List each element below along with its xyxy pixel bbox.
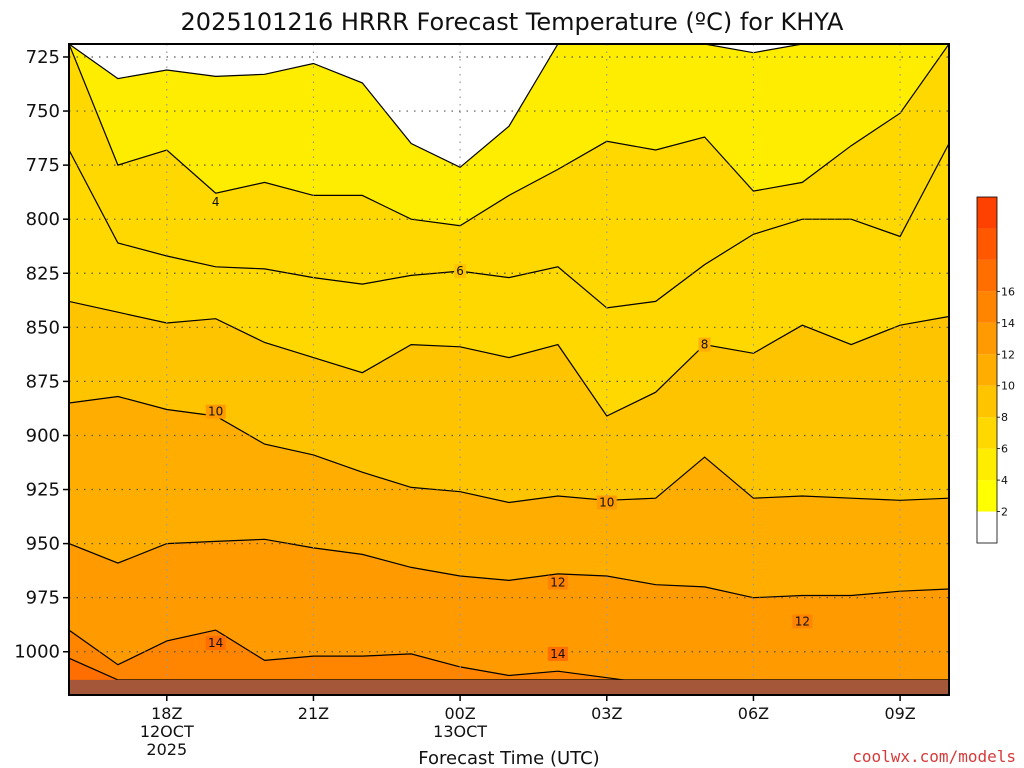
x-tick-label: 09Z (884, 704, 915, 723)
contour-label-bg (792, 614, 813, 629)
pressure-axis: 725 750 775 800 825 850 875 900 925 950 975 1000 (14, 47, 69, 663)
colorbar-label: 8 (1001, 411, 1008, 424)
temperature-fill-layer (69, 44, 949, 695)
y-tick-label: 1000 (14, 642, 60, 663)
contour-label-14: 14 (205, 636, 226, 651)
colorbar-label: 2 (1001, 506, 1008, 519)
colorbar-label: 10 (1001, 380, 1015, 393)
contour-label-text: 4 (212, 195, 220, 209)
chart-title: 2025101216 HRRR Forecast Temperature (ºC… (181, 8, 845, 36)
colorbar-legend: 2 4 6 8 10 12 14 16 (976, 196, 1015, 544)
contour-label-10: 10 (596, 495, 617, 510)
contour-label-text: 14 (208, 636, 223, 650)
colorbar-swatch (977, 480, 997, 512)
y-tick-label: 850 (26, 317, 60, 338)
colorbar-swatch (977, 417, 997, 449)
y-tick-label: 875 (26, 371, 60, 392)
band-above-10c (69, 539, 949, 695)
contour-label-text: 8 (701, 338, 709, 352)
contour-label-text: 10 (599, 496, 614, 510)
x-tick-label: 06Z (738, 704, 769, 723)
contour-label-10: 10 (205, 404, 226, 419)
x-tick-label: 00Z (444, 704, 475, 723)
contour-label-text: 14 (550, 647, 565, 661)
contour-label-text: 12 (550, 576, 565, 590)
x-tick-label: 18Z (151, 704, 182, 723)
x-tick-label: 12OCT (140, 722, 194, 741)
x-tick-label: 2025 (146, 740, 187, 759)
contour-label-bg (547, 575, 568, 590)
colorbar-swatch (977, 354, 997, 386)
contour-label-12: 12 (547, 575, 568, 590)
y-tick-label: 900 (26, 425, 60, 446)
x-tick-label: 13OCT (433, 722, 487, 741)
watermark: coolwx.com/models (852, 747, 1016, 766)
colorbar-label: 4 (1001, 474, 1008, 487)
isotherm-5c (69, 143, 949, 309)
y-tick-label: 825 (26, 263, 60, 284)
plot-frame (68, 43, 950, 696)
x-tick-label: 21Z (298, 704, 329, 723)
colorbar-swatch (977, 228, 997, 260)
contour-label-bg (547, 646, 568, 661)
y-tick-label: 725 (26, 47, 60, 68)
colorbar-swatch (977, 385, 997, 418)
y-tick-label: 750 (26, 101, 60, 122)
y-tick-label: 800 (26, 209, 60, 230)
colorbar-label: 6 (1001, 443, 1008, 456)
contour-label-text: 10 (208, 405, 223, 419)
surface-ground-bar (69, 679, 949, 695)
colorbar-swatch (977, 322, 997, 355)
contour-label-text: 12 (795, 614, 810, 628)
isotherm-3c (69, 44, 949, 169)
contour-label-14: 14 (547, 646, 568, 661)
contour-label-bg (454, 264, 467, 279)
isotherm-4c (69, 44, 949, 227)
x-axis-title: Forecast Time (UTC) (418, 748, 599, 768)
colorbar-swatch (977, 448, 997, 481)
colorbar-swatch (977, 291, 997, 323)
contour-label-12: 12 (792, 614, 813, 629)
contour-label-bg (205, 636, 226, 651)
contour-label-bg (698, 337, 711, 352)
contour-label-bg (209, 194, 222, 209)
colorbar-label: 12 (1001, 348, 1015, 361)
colorbar-label: 14 (1001, 317, 1015, 330)
contour-labels: 4 6 8 10 10 12 12 14 14 (205, 194, 813, 661)
colorbar-swatch (977, 259, 997, 292)
colorbar-swatch (977, 511, 997, 543)
contour-label-text: 6 (456, 264, 464, 278)
band-above-12c (69, 630, 949, 695)
contour-label-bg (596, 495, 617, 510)
y-tick-label: 975 (26, 588, 60, 609)
y-tick-label: 950 (26, 534, 60, 555)
y-tick-label: 775 (26, 155, 60, 176)
isotherm-10c (69, 538, 949, 599)
colorbar-label: 16 (1001, 285, 1015, 298)
contour-label-6: 6 (454, 264, 467, 279)
x-tick-label: 03Z (591, 704, 622, 723)
isotherm-6c (69, 300, 949, 417)
contour-label-8: 8 (698, 337, 711, 352)
contour-label-4: 4 (209, 194, 222, 209)
colorbar-frame (976, 196, 998, 544)
contour-label-bg (205, 404, 226, 419)
y-tick-label: 925 (26, 480, 60, 501)
colorbar-swatch (977, 197, 997, 229)
